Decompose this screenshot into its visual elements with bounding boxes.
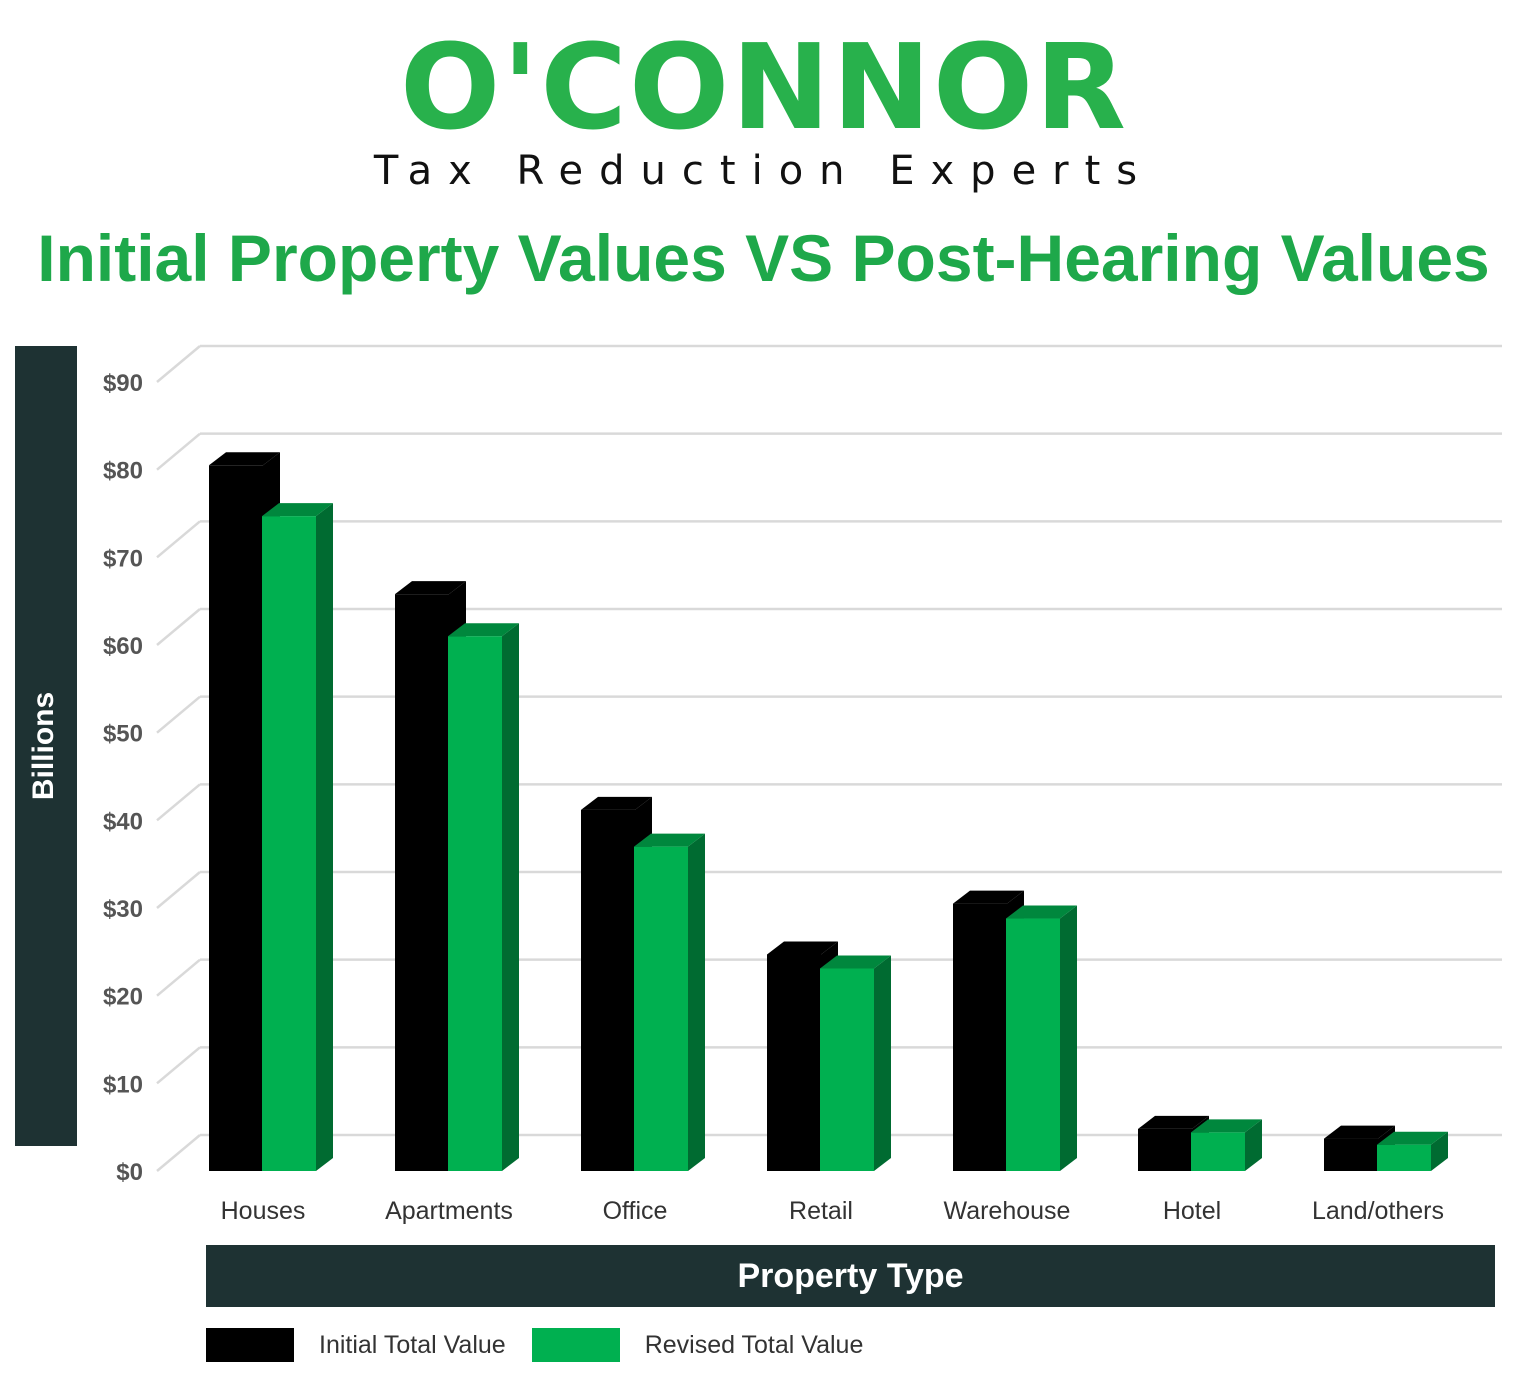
gridline-diagonal	[156, 432, 201, 471]
legend-item-revised: Revised Total Value	[531, 1328, 864, 1362]
bar-initial-front	[395, 594, 449, 1171]
brand-logo: O'CONNOR	[0, 30, 1527, 140]
y-tick-label: $0	[116, 1159, 143, 1186]
bar-revised-front	[820, 968, 874, 1171]
gridline-diagonal	[156, 871, 201, 909]
y-tick-label: $10	[103, 1071, 143, 1098]
y-axis-label-panel	[15, 346, 77, 1146]
bar-revised-top	[1191, 1119, 1262, 1133]
legend-swatch-revised	[531, 1328, 620, 1362]
bar-revised-top	[820, 955, 891, 969]
bar-revised	[1191, 1119, 1262, 1171]
logo-wordmark: O'CONNOR	[399, 30, 1127, 140]
chart-title: Initial Property Values VS Post-Hearing …	[37, 221, 1490, 295]
bar-revised-top	[1377, 1131, 1448, 1145]
bar-initial-top	[581, 796, 652, 810]
x-category-label: Hotel	[1163, 1197, 1221, 1225]
bar-revised-side	[1431, 1131, 1448, 1171]
gridline-diagonal	[156, 783, 201, 822]
gridline-diagonal	[156, 608, 201, 646]
bar-initial-front	[953, 903, 1007, 1171]
bar-revised-front	[262, 516, 316, 1171]
gridline-diagonal	[156, 345, 201, 383]
x-category-label: Retail	[789, 1197, 853, 1225]
bar-revised	[262, 503, 333, 1171]
legend-item-initial: Initial Total Value	[206, 1328, 506, 1362]
bar-revised-side	[1245, 1119, 1262, 1171]
bar-revised-side	[502, 623, 519, 1171]
bar-initial-front	[209, 465, 263, 1171]
legend-label-initial: Initial Total Value	[319, 1330, 506, 1359]
legend-swatch-initial	[206, 1328, 294, 1362]
bar-revised-front	[634, 846, 688, 1171]
gridline-diagonal	[156, 958, 201, 997]
bar-revised-top	[448, 623, 519, 637]
bars	[209, 452, 1448, 1171]
y-tick-label: $60	[103, 633, 143, 660]
bar-revised-front	[1377, 1144, 1431, 1171]
gridline-diagonal	[156, 520, 201, 559]
x-category-label: Apartments	[385, 1197, 513, 1225]
x-category-label: Office	[603, 1197, 668, 1225]
bar-initial-top	[395, 581, 466, 595]
bar-revised-front	[448, 636, 502, 1171]
bar-initial-top	[953, 890, 1024, 904]
bar-initial-top	[1138, 1115, 1209, 1129]
bar-initial-front	[1138, 1128, 1192, 1171]
bar-revised	[634, 833, 705, 1171]
x-category-label: Houses	[221, 1197, 306, 1225]
y-tick-label: $70	[103, 545, 143, 572]
y-tick-label: $40	[103, 808, 143, 835]
bar-revised	[448, 623, 519, 1171]
bar-revised	[1006, 905, 1077, 1171]
x-axis-label: Property Type	[737, 1256, 964, 1295]
bar-initial-top	[1324, 1125, 1395, 1139]
y-tick-label: $30	[103, 896, 143, 923]
bar-revised-side	[1060, 905, 1077, 1171]
gridline-diagonal	[156, 1134, 201, 1172]
gridline-diagonal	[156, 695, 201, 734]
x-category-label: Land/others	[1312, 1197, 1444, 1225]
bar-revised-front	[1006, 918, 1060, 1171]
bar-revised-top	[634, 833, 705, 847]
chart-legend: Initial Total Value Revised Total Value	[206, 1328, 889, 1362]
bar-revised	[1377, 1131, 1448, 1171]
bar-initial-front	[581, 809, 635, 1171]
y-tick-label: $50	[103, 721, 143, 748]
bar-revised-top	[1006, 905, 1077, 919]
bar-initial-top	[767, 941, 838, 955]
y-tick-label: $90	[103, 370, 143, 397]
legend-label-revised: Revised Total Value	[644, 1330, 864, 1359]
gridline-diagonal	[156, 1046, 201, 1085]
y-tick-label: $80	[103, 458, 143, 485]
bar-initial-top	[209, 452, 280, 466]
brand-tagline: Tax Reduction Experts	[373, 148, 1154, 194]
oconnor-logo: O'CONNOR	[399, 30, 1127, 140]
x-axis-label-panel: Property Type	[206, 1245, 1495, 1307]
bar-revised	[820, 955, 891, 1171]
x-category-label: Warehouse	[944, 1197, 1071, 1225]
bar-initial-front	[767, 954, 821, 1171]
bar-revised-top	[262, 503, 333, 517]
bar-revised-side	[874, 955, 891, 1171]
bar-revised-side	[688, 833, 705, 1171]
bar-revised-front	[1191, 1132, 1245, 1171]
y-tick-label: $20	[103, 984, 143, 1011]
bar-revised-side	[316, 503, 333, 1171]
bar-initial-front	[1324, 1138, 1378, 1171]
